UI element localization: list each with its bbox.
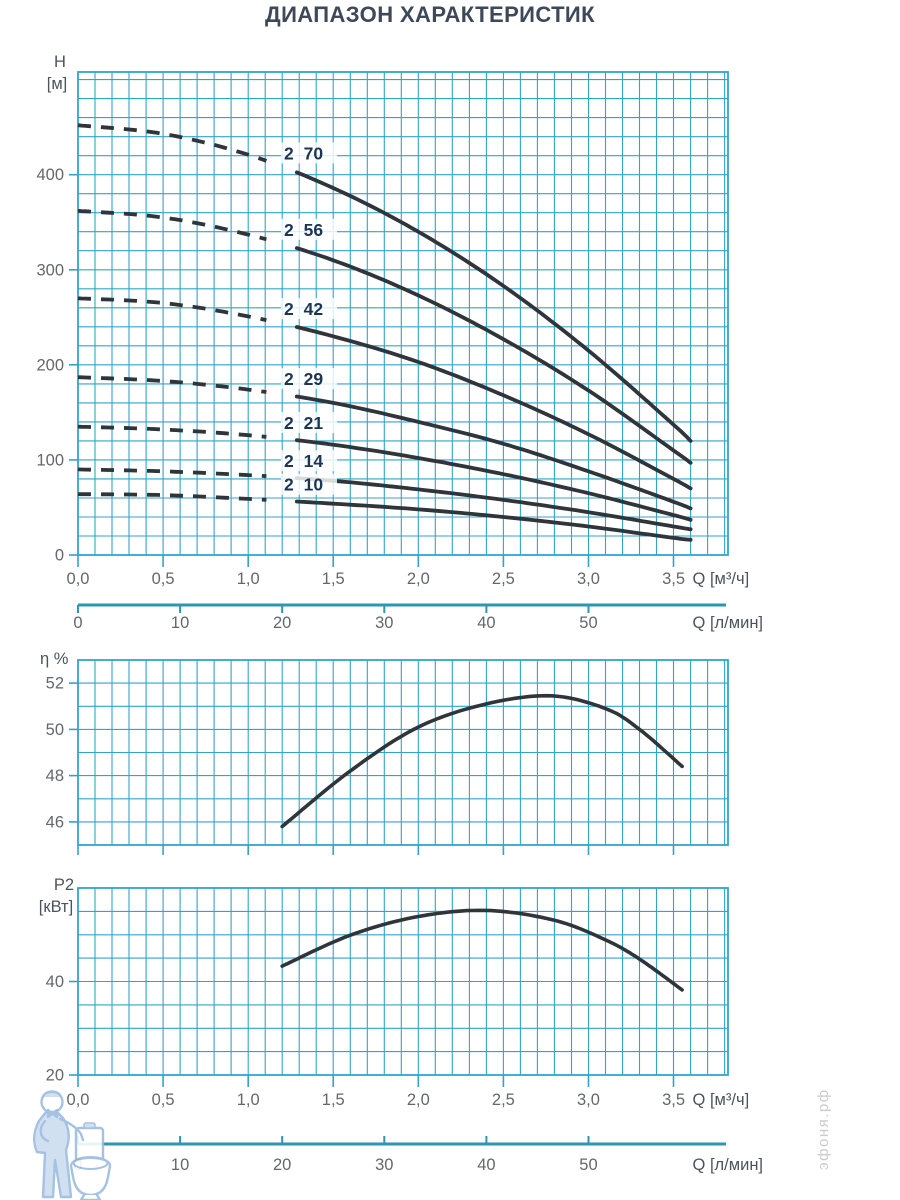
curve-label-2-42: 2 42 xyxy=(284,299,323,319)
svg-text:300: 300 xyxy=(36,261,64,279)
curve-2-70 xyxy=(294,170,693,443)
curve-2-56 xyxy=(294,246,693,465)
curve-power xyxy=(280,908,684,992)
curve-2-14 xyxy=(294,476,693,532)
svg-text:50: 50 xyxy=(46,721,64,739)
svg-text:40: 40 xyxy=(477,1156,495,1174)
svg-text:1,0: 1,0 xyxy=(237,570,260,588)
curve-label-2-70: 2 70 xyxy=(284,143,323,163)
curve-efficiency xyxy=(280,693,684,829)
svg-text:Q [м³/ч]: Q [м³/ч] xyxy=(693,570,750,588)
curve-2-10 xyxy=(294,499,693,542)
svg-text:[кВт]: [кВт] xyxy=(39,898,73,916)
svg-text:1,5: 1,5 xyxy=(322,1091,345,1109)
svg-text:0,0: 0,0 xyxy=(67,570,90,588)
svg-text:400: 400 xyxy=(36,166,64,184)
svg-text:200: 200 xyxy=(36,356,64,374)
curve-label-2-21: 2 21 xyxy=(284,413,323,433)
svg-text:3,0: 3,0 xyxy=(577,570,600,588)
svg-text:2,5: 2,5 xyxy=(492,570,515,588)
svg-text:0: 0 xyxy=(55,547,64,565)
efficiency-chart: 46 48 50 52 η % xyxy=(40,650,729,855)
svg-text:3,5: 3,5 xyxy=(662,1091,685,1109)
curve-label-2-56: 2 56 xyxy=(284,220,323,240)
svg-text:Q [л/мин]: Q [л/мин] xyxy=(693,1156,763,1174)
site-watermark-text: эфоня.рф xyxy=(815,1088,832,1170)
svg-text:0,0: 0,0 xyxy=(67,1091,90,1109)
curve-dashed-2-21 xyxy=(77,424,267,439)
svg-text:20: 20 xyxy=(273,614,291,632)
svg-text:48: 48 xyxy=(46,767,64,785)
curve-label-2-29: 2 29 xyxy=(284,369,323,389)
svg-text:20: 20 xyxy=(273,1156,291,1174)
curve-2-29 xyxy=(294,394,693,511)
curve-label-2-10: 2 10 xyxy=(284,475,323,495)
curve-2-21 xyxy=(294,438,693,522)
svg-text:1,0: 1,0 xyxy=(237,1091,260,1109)
svg-text:40: 40 xyxy=(477,614,495,632)
plumber-watermark-icon xyxy=(33,1090,112,1200)
svg-text:η %: η % xyxy=(40,650,69,668)
svg-text:0,5: 0,5 xyxy=(152,1091,175,1109)
svg-text:3,0: 3,0 xyxy=(577,1091,600,1109)
page-title: ДИАПАЗОН ХАРАКТЕРИСТИК xyxy=(265,2,595,27)
svg-text:2,0: 2,0 xyxy=(407,570,430,588)
svg-text:H: H xyxy=(54,53,66,71)
svg-text:Q [м³/ч]: Q [м³/ч] xyxy=(693,1091,750,1109)
svg-text:10: 10 xyxy=(171,614,189,632)
svg-text:10: 10 xyxy=(171,1156,189,1174)
svg-text:30: 30 xyxy=(375,614,393,632)
svg-text:Q [л/мин]: Q [л/мин] xyxy=(693,614,763,632)
curve-dashed-2-70 xyxy=(77,123,268,163)
svg-text:20: 20 xyxy=(46,1067,64,1085)
curve-2-42 xyxy=(294,325,693,491)
curve-dashed-2-42 xyxy=(77,296,267,322)
curve-dashed-2-56 xyxy=(77,208,267,242)
svg-text:30: 30 xyxy=(375,1156,393,1174)
power-chart: 20 40 P2 [кВт] 0,0 0,5 1,0 1,5 2,0 2,5 3,0 3,5 Q [м³… xyxy=(39,876,763,1174)
svg-text:50: 50 xyxy=(579,614,597,632)
svg-text:40: 40 xyxy=(46,973,64,991)
curve-dashed-2-10 xyxy=(77,492,267,502)
svg-text:2,5: 2,5 xyxy=(492,1091,515,1109)
svg-text:50: 50 xyxy=(579,1156,597,1174)
svg-text:52: 52 xyxy=(46,675,64,693)
svg-text:1,5: 1,5 xyxy=(322,570,345,588)
svg-text:P2: P2 xyxy=(54,876,74,894)
curve-dashed-2-29 xyxy=(77,375,267,394)
svg-text:[м]: [м] xyxy=(47,75,68,93)
svg-text:100: 100 xyxy=(36,451,64,469)
svg-text:0,5: 0,5 xyxy=(152,570,175,588)
curve-label-2-14: 2 14 xyxy=(284,451,323,471)
svg-text:46: 46 xyxy=(46,813,64,831)
svg-text:3,5: 3,5 xyxy=(662,570,685,588)
svg-text:0: 0 xyxy=(73,614,82,632)
svg-text:2,0: 2,0 xyxy=(407,1091,430,1109)
curve-dashed-2-14 xyxy=(77,467,267,479)
